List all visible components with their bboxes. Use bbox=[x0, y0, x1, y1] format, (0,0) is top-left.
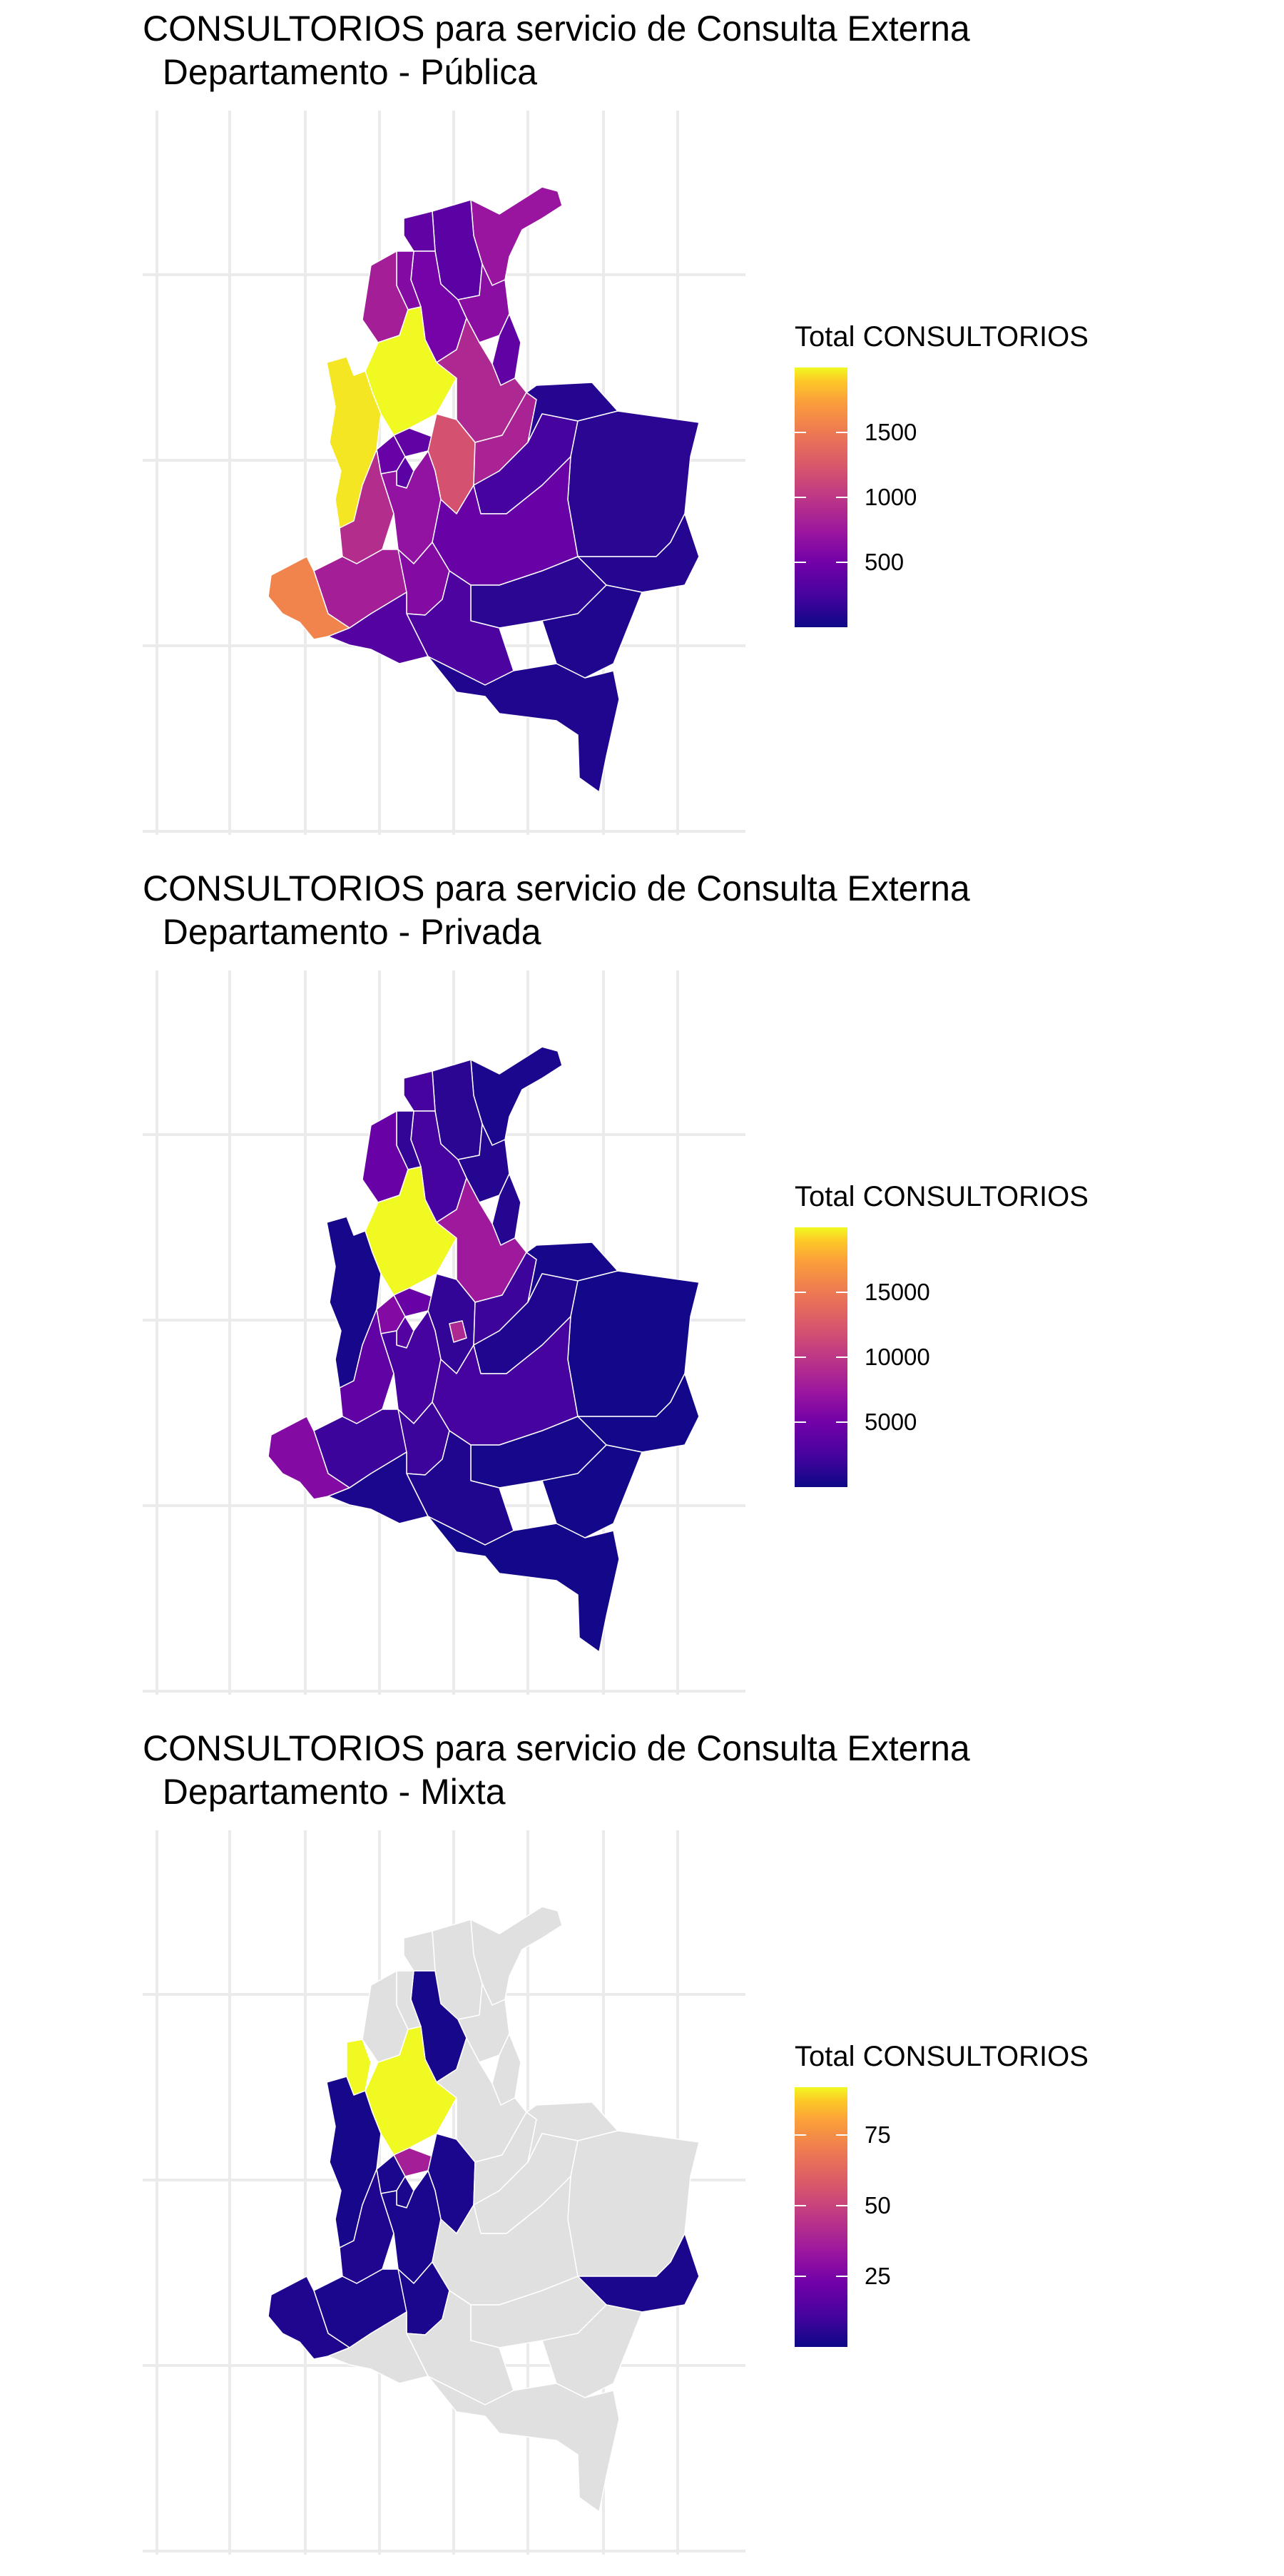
department-cesar bbox=[457, 1983, 510, 2063]
departments bbox=[268, 1046, 700, 1653]
legend-tick bbox=[836, 1357, 847, 1358]
colombia-map bbox=[143, 1830, 745, 2555]
legend-tick bbox=[795, 432, 806, 433]
panel-mixta: CONSULTORIOS para servicio de Consulta E… bbox=[0, 1720, 1284, 2576]
colombia-map bbox=[143, 111, 745, 835]
department-putumayo bbox=[327, 2311, 429, 2384]
legend-tick bbox=[795, 1292, 806, 1293]
legend-tick bbox=[795, 2205, 806, 2207]
legend: Total CONSULTORIOS 500 1000 1500 bbox=[795, 321, 1151, 678]
panel-publica: CONSULTORIOS para servicio de Consulta E… bbox=[0, 0, 1284, 856]
legend-tick bbox=[836, 2205, 847, 2207]
legend-tick bbox=[836, 2276, 847, 2278]
legend-tick bbox=[836, 432, 847, 433]
legend-tick-label: 5000 bbox=[865, 1409, 917, 1435]
department-cesar bbox=[457, 1123, 510, 1203]
department-amazonas bbox=[427, 1516, 620, 1653]
legend-tick bbox=[836, 562, 847, 563]
legend-colorbar bbox=[795, 2087, 847, 2347]
department-putumayo bbox=[327, 592, 429, 664]
panel-title: CONSULTORIOS para servicio de Consulta E… bbox=[143, 9, 970, 92]
department-atlantico bbox=[403, 211, 436, 252]
department-amazonas bbox=[427, 2375, 620, 2512]
department-bogota bbox=[449, 1320, 467, 1343]
legend-tick-label: 50 bbox=[865, 2192, 891, 2219]
department-atlantico bbox=[403, 1930, 436, 1972]
legend-tick-label: 1000 bbox=[865, 484, 917, 510]
legend-tick bbox=[836, 497, 847, 498]
legend-tick-label: 15000 bbox=[865, 1279, 930, 1305]
panel-privada: CONSULTORIOS para servicio de Consulta E… bbox=[0, 860, 1284, 1716]
legend-tick bbox=[795, 2276, 806, 2278]
legend-tick bbox=[795, 1357, 806, 1358]
department-putumayo bbox=[327, 1451, 429, 1524]
department-atlantico bbox=[403, 1070, 436, 1112]
department-cesar bbox=[457, 263, 510, 343]
legend-tick-label: 25 bbox=[865, 2263, 891, 2290]
legend-title: Total CONSULTORIOS bbox=[795, 321, 1089, 353]
legend-tick bbox=[836, 1292, 847, 1293]
legend-title: Total CONSULTORIOS bbox=[795, 1181, 1089, 1212]
departments bbox=[268, 1906, 700, 2512]
legend-tick bbox=[795, 1421, 806, 1423]
legend-tick bbox=[836, 2134, 847, 2136]
legend-tick-label: 75 bbox=[865, 2121, 891, 2149]
legend-tick bbox=[836, 1421, 847, 1423]
panel-title: CONSULTORIOS para servicio de Consulta E… bbox=[143, 1728, 970, 1812]
legend-tick bbox=[795, 562, 806, 563]
legend-tick bbox=[795, 2134, 806, 2136]
colombia-map bbox=[143, 970, 745, 1695]
legend-title: Total CONSULTORIOS bbox=[795, 2041, 1089, 2072]
legend-tick-label: 10000 bbox=[865, 1344, 930, 1370]
legend-tick-label: 1500 bbox=[865, 419, 917, 445]
department-amazonas bbox=[427, 656, 620, 793]
panel-title: CONSULTORIOS para servicio de Consulta E… bbox=[143, 868, 970, 952]
legend: Total CONSULTORIOS 25 50 75 bbox=[795, 2041, 1151, 2398]
legend-tick bbox=[795, 497, 806, 498]
departments bbox=[268, 186, 700, 793]
legend-tick-label: 500 bbox=[865, 549, 905, 575]
legend: Total CONSULTORIOS 5000 10000 15000 bbox=[795, 1181, 1151, 1538]
